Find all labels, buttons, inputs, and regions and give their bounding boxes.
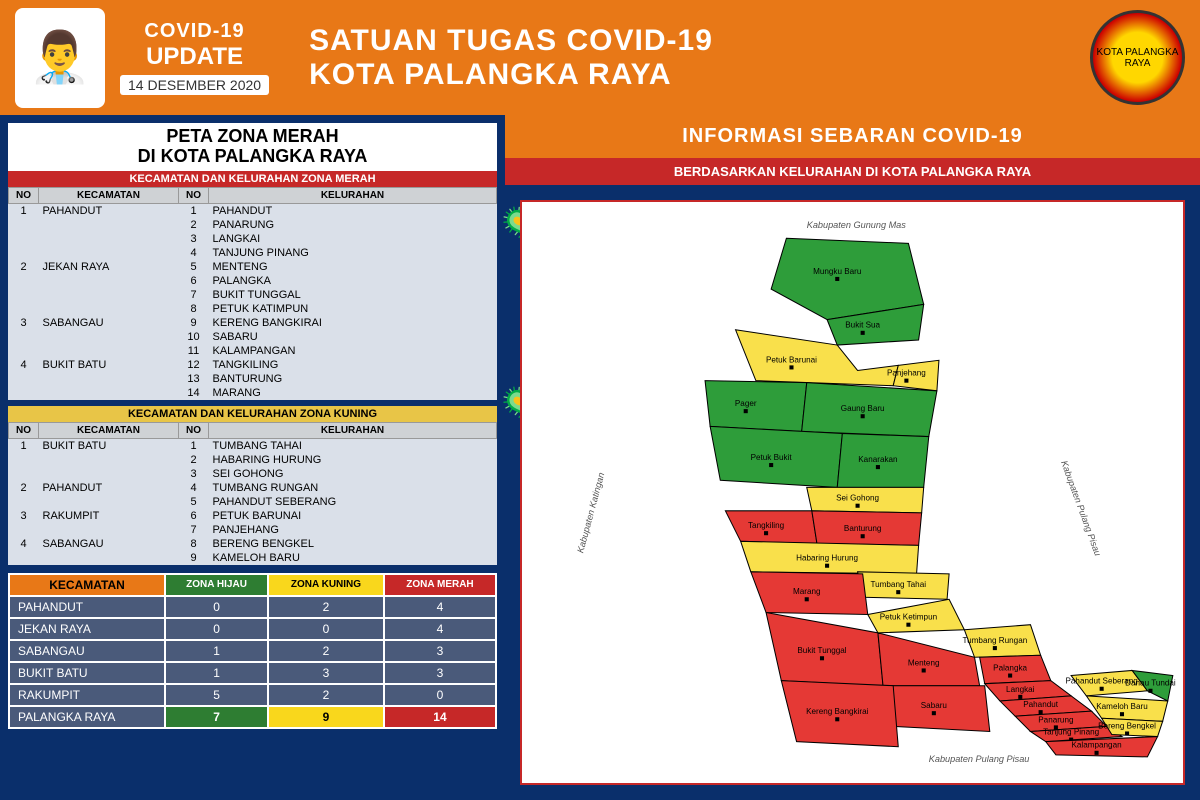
title-line-1: SATUAN TUGAS COVID-19 [309, 24, 1090, 58]
table-row: 13BANTURUNG [9, 372, 497, 386]
table-row: 14MARANG [9, 386, 497, 400]
summary-row: BUKIT BATU133 [9, 662, 496, 684]
region-label: Petuk Ketimpun [880, 613, 937, 622]
col-kel: KELURAHAN [209, 187, 497, 203]
region-label: Marang [793, 587, 821, 596]
left-panel: PETA ZONA MERAH DI KOTA PALANGKA RAYA KE… [0, 115, 505, 800]
yellow-zone-header: KECAMATAN DAN KELURAHAN ZONA KUNING [8, 406, 497, 422]
col-kec: KECAMATAN [39, 422, 179, 438]
region-label: Danau Tundai [1125, 679, 1176, 688]
doctor-logo-icon: 👨‍⚕️ [15, 8, 105, 108]
table-row: 11KALAMPANGAN [9, 344, 497, 358]
zone-map: Kabupaten Gunung Mas Kabupaten Katingan … [522, 202, 1183, 783]
summary-table: KECAMATAN ZONA HIJAU ZONA KUNING ZONA ME… [8, 573, 497, 729]
table-row: 4TANJUNG PINANG [9, 246, 497, 260]
update-label-1: COVID-19 [120, 20, 269, 43]
region-label: Kanarakan [858, 455, 897, 464]
region-label: Kereng Bangkirai [806, 707, 869, 716]
map-frame: Kabupaten Gunung Mas Kabupaten Katingan … [520, 200, 1185, 785]
region-label: Menteng [908, 658, 940, 667]
table-row: 3SEI GOHONG [9, 467, 497, 481]
table-row: 7PANJEHANG [9, 523, 497, 537]
update-date: 14 DESEMBER 2020 [120, 75, 269, 95]
region-label: Mungku Baru [813, 267, 861, 276]
region-label: Pahandut [1023, 700, 1059, 709]
table-row: 10SABARU [9, 330, 497, 344]
table-row: 2PAHANDUT4TUMBANG RUNGAN [9, 481, 497, 495]
table-row: 5PAHANDUT SEBERANG [9, 495, 497, 509]
region-label: Panjehang [887, 369, 926, 378]
label-north: Kabupaten Gunung Mas [807, 220, 907, 230]
col-no: NO [9, 422, 39, 438]
sum-h-yellow: ZONA KUNING [268, 574, 384, 596]
region-label: Tumbang Rungan [962, 636, 1027, 645]
col-kec: KECAMATAN [39, 187, 179, 203]
update-block: COVID-19 UPDATE 14 DESEMBER 2020 [120, 20, 269, 95]
table-row: 7BUKIT TUNGGAL [9, 288, 497, 302]
table-row: 2JEKAN RAYA5MENTENG [9, 260, 497, 274]
region-label: Tanjung Pinang [1043, 728, 1099, 737]
map-region [771, 238, 924, 319]
peta-title: PETA ZONA MERAH DI KOTA PALANGKA RAYA [8, 123, 497, 171]
region-label: Bukit Sua [845, 321, 880, 330]
sum-h-green: ZONA HIJAU [165, 574, 268, 596]
label-west: Kabupaten Katingan [575, 471, 606, 554]
table-row: 9KAMELOH BARU [9, 551, 497, 565]
label-east: Kabupaten Pulang Pisau [1059, 459, 1103, 557]
top-header: 👨‍⚕️ COVID-19 UPDATE 14 DESEMBER 2020 SA… [0, 0, 1200, 115]
main-content: PETA ZONA MERAH DI KOTA PALANGKA RAYA KE… [0, 115, 1200, 800]
region-label: Tangkiling [748, 521, 784, 530]
region-label: Palangka [993, 663, 1027, 672]
table-row: 2PANARUNG [9, 218, 497, 232]
main-title-block: SATUAN TUGAS COVID-19 KOTA PALANGKA RAYA [269, 24, 1090, 92]
city-seal-icon: KOTA PALANGKA RAYA [1090, 10, 1185, 105]
summary-total-row: PALANGKA RAYA7914 [9, 706, 496, 728]
region-label: Langkai [1006, 685, 1035, 694]
summary-row: RAKUMPIT520 [9, 684, 496, 706]
title-line-2: KOTA PALANGKA RAYA [309, 58, 1090, 92]
sum-h-red: ZONA MERAH [384, 574, 496, 596]
region-label: Kameloh Baru [1096, 702, 1148, 711]
table-row: 3RAKUMPIT6PETUK BARUNAI [9, 509, 497, 523]
region-label: Bukit Tunggal [797, 646, 846, 655]
sub-info-bar: BERDASARKAN KELURAHAN DI KOTA PALANGKA R… [505, 158, 1200, 185]
table-row: 6PALANGKA [9, 274, 497, 288]
table-row: 2HABARING HURUNG [9, 453, 497, 467]
table-row: 1BUKIT BATU1TUMBANG TAHAI [9, 438, 497, 453]
table-row: 3SABANGAU9KERENG BANGKIRAI [9, 316, 497, 330]
right-panel: INFORMASI SEBARAN COVID-19 BERDASARKAN K… [505, 115, 1200, 800]
region-label: Gaung Baru [841, 404, 885, 413]
region-label: Sabaru [921, 701, 947, 710]
info-bar: INFORMASI SEBARAN COVID-19 [505, 115, 1200, 158]
red-zone-table: NO KECAMATAN NO KELURAHAN 1PAHANDUT1PAHA… [8, 187, 497, 400]
region-label: Habaring Hurung [796, 554, 858, 563]
col-no-2: NO [179, 422, 209, 438]
region-label: Petuk Bukit [751, 453, 793, 462]
table-row: 4SABANGAU8BERENG BENGKEL [9, 537, 497, 551]
table-row: 3LANGKAI [9, 232, 497, 246]
region-label: Pager [735, 399, 757, 408]
map-container: 🦠 🦠 Kabupaten Gunung Mas Kabupaten Katin… [505, 185, 1200, 800]
region-label: Tumbang Tahai [870, 580, 926, 589]
region-label: Petuk Barunai [766, 355, 817, 364]
col-no: NO [9, 187, 39, 203]
yellow-zone-table: NO KECAMATAN NO KELURAHAN 1BUKIT BATU1TU… [8, 422, 497, 565]
summary-row: JEKAN RAYA004 [9, 618, 496, 640]
table-row: 8PETUK KATIMPUN [9, 302, 497, 316]
red-zone-header: KECAMATAN DAN KELURAHAN ZONA MERAH [8, 171, 497, 187]
region-label: Banturung [844, 524, 882, 533]
sum-h-kec: KECAMATAN [9, 574, 165, 596]
label-south: Kabupaten Pulang Pisau [929, 754, 1030, 764]
region-label: Kalampangan [1071, 741, 1121, 750]
region-label: Sei Gohong [836, 494, 879, 503]
region-label: Panarung [1038, 715, 1073, 724]
region-label: Bereng Bengkel [1098, 721, 1156, 730]
table-row: 1PAHANDUT1PAHANDUT [9, 203, 497, 218]
table-row: 4BUKIT BATU12TANGKILING [9, 358, 497, 372]
update-label-2: UPDATE [120, 43, 269, 71]
col-no-2: NO [179, 187, 209, 203]
summary-row: SABANGAU123 [9, 640, 496, 662]
summary-row: PAHANDUT024 [9, 596, 496, 618]
col-kel: KELURAHAN [209, 422, 497, 438]
